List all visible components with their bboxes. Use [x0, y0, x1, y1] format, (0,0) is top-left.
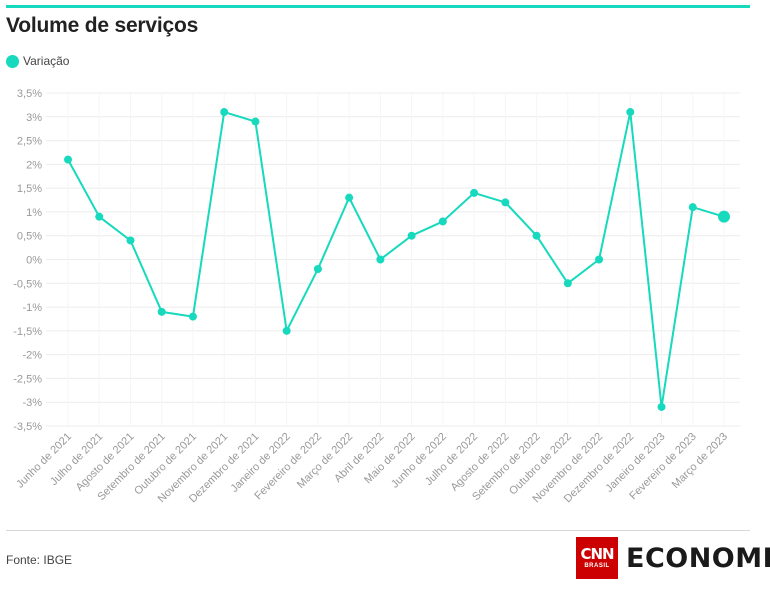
data-point	[313, 265, 322, 274]
data-point	[282, 326, 291, 335]
data-point	[626, 108, 635, 117]
top-accent-rule	[6, 5, 750, 8]
data-point	[688, 203, 697, 212]
line-chart: 3,5% 3% 2,5% 2% 1,5% 1% 0,5% 0% -0,5% -1% -1,5% -2%…	[13, 88, 740, 505]
chart-legend: Variação	[6, 54, 69, 68]
data-point	[532, 231, 541, 240]
brasil-logo-text: BRASIL	[584, 562, 610, 569]
data-point	[376, 255, 385, 264]
x-tick-label: Março de 2023	[670, 431, 730, 491]
y-tick-label: -3,5%	[13, 421, 42, 433]
x-tick-label: Junho de 2022	[389, 431, 449, 491]
y-tick-label: 3,5%	[17, 88, 42, 100]
y-tick-label: -1%	[22, 302, 42, 314]
y-tick-label: 2%	[26, 159, 42, 171]
y-tick-label: 0,5%	[17, 231, 42, 243]
data-point	[345, 193, 354, 202]
cnn-logo-text: CNN	[580, 544, 614, 563]
brand-logo: CNN BRASIL ECONOMIA	[576, 537, 770, 579]
y-tick-label: 1,5%	[17, 183, 42, 195]
footer-divider	[6, 530, 750, 531]
y-tick-label: -1,5%	[13, 326, 42, 338]
data-point	[501, 198, 510, 207]
source-note: Fonte: IBGE	[6, 553, 73, 567]
y-tick-label: 3%	[26, 112, 42, 124]
y-tick-label: -3%	[22, 397, 42, 409]
cnn-brasil-logo: CNN BRASIL	[576, 537, 618, 579]
legend-label: Variação	[23, 54, 70, 68]
series-line	[67, 111, 725, 408]
economia-logo-text: ECONOMIA	[626, 542, 770, 574]
data-point	[251, 117, 260, 126]
data-point	[657, 402, 666, 411]
y-tick-label: -0,5%	[13, 278, 42, 290]
x-tick-label: Junho de 2021	[14, 431, 74, 491]
chart-title: Volume de serviços	[6, 14, 199, 37]
data-point	[563, 279, 572, 288]
y-tick-label: -2,5%	[13, 373, 42, 385]
data-point	[407, 231, 416, 240]
data-point	[718, 210, 730, 223]
data-point	[95, 212, 104, 221]
y-tick-label: 2,5%	[17, 136, 42, 148]
y-tick-label: -2%	[22, 350, 42, 362]
data-point	[438, 217, 447, 226]
data-point	[595, 255, 604, 264]
y-tick-label: 1%	[26, 207, 42, 219]
x-tick-label: Março de 2022	[295, 431, 355, 491]
data-point	[470, 188, 479, 197]
y-tick-label: 0%	[26, 255, 42, 267]
data-point	[126, 236, 135, 245]
data-point	[220, 108, 229, 117]
legend-marker	[6, 54, 19, 68]
data-point	[157, 307, 166, 316]
data-point	[188, 312, 197, 321]
data-point	[64, 155, 72, 164]
